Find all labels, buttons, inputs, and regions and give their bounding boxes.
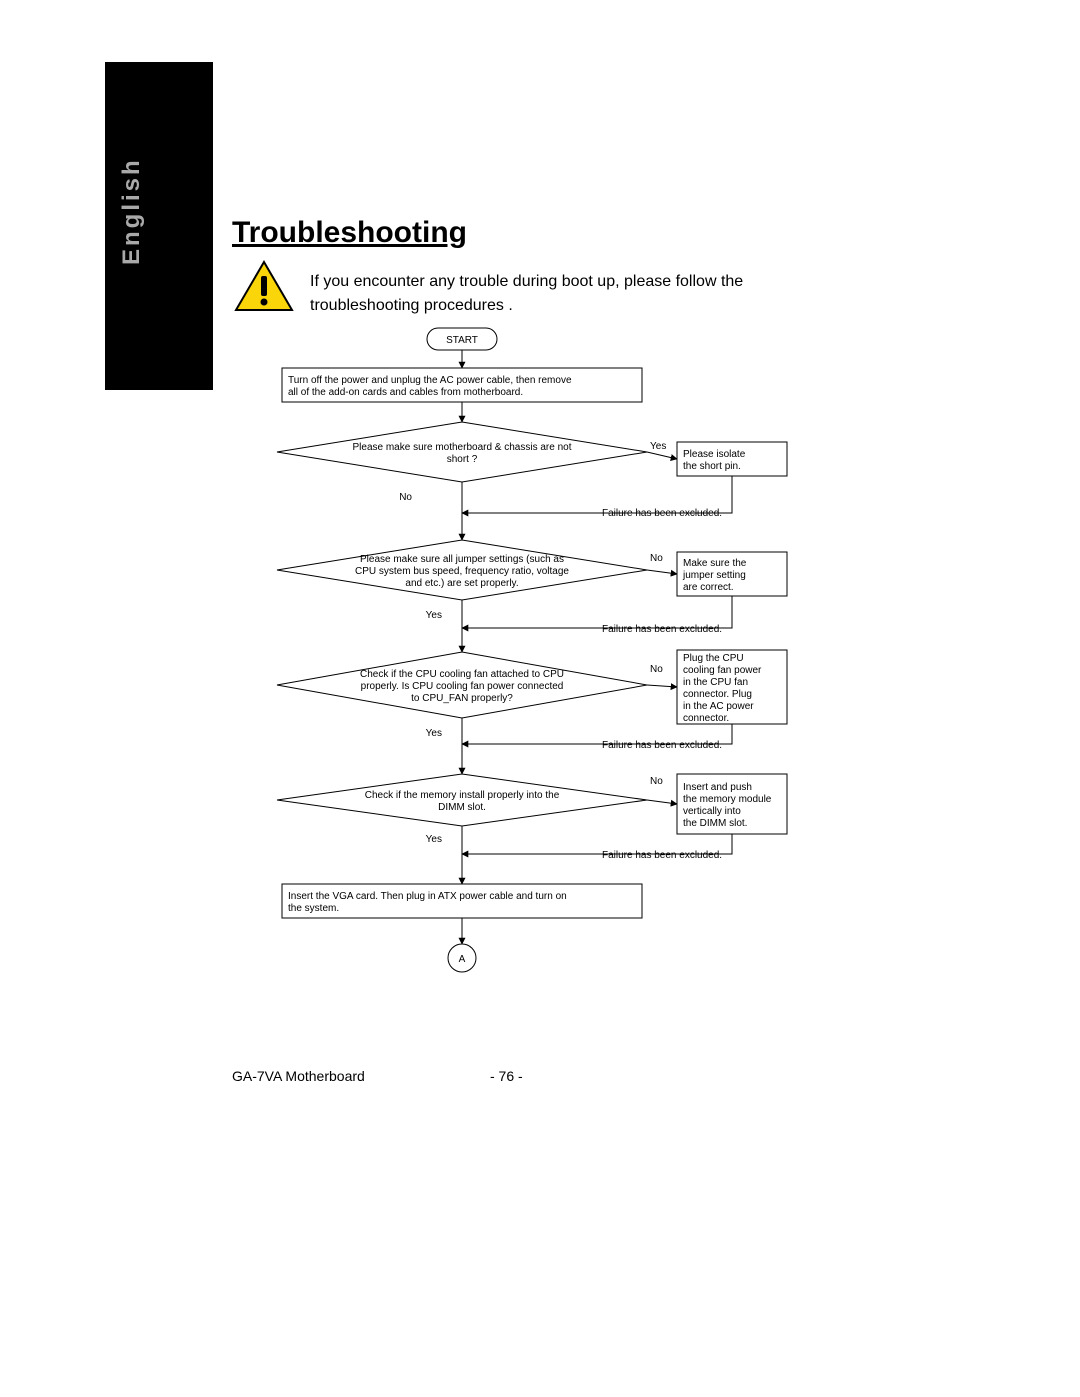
svg-text:Failure has been excluded.: Failure has been excluded.	[602, 740, 722, 751]
svg-text:Failure has been excluded.: Failure has been excluded.	[602, 624, 722, 635]
svg-text:No: No	[650, 776, 663, 787]
page-title: Troubleshooting	[232, 216, 467, 250]
svg-text:START: START	[446, 335, 478, 346]
warning-icon	[232, 258, 296, 314]
svg-text:A: A	[459, 954, 466, 965]
svg-text:Yes: Yes	[426, 834, 442, 845]
svg-text:Yes: Yes	[426, 610, 442, 621]
sidebar-language-label: English	[118, 157, 146, 265]
svg-text:Please isolatethe short pin.: Please isolatethe short pin.	[683, 449, 746, 472]
svg-text:Failure has been excluded.: Failure has been excluded.	[602, 850, 722, 861]
svg-text:No: No	[399, 492, 412, 503]
svg-text:No: No	[650, 664, 663, 675]
svg-text:No: No	[650, 553, 663, 564]
svg-text:Yes: Yes	[426, 728, 442, 739]
intro-paragraph: If you encounter any trouble during boot…	[310, 270, 830, 318]
svg-text:Yes: Yes	[650, 441, 666, 452]
troubleshooting-flowchart: Yes No Failure has been excluded. No Yes Fail…	[232, 318, 852, 1008]
svg-text:Failure has been excluded.: Failure has been excluded.	[602, 508, 722, 519]
footer-page-number: - 76 -	[490, 1068, 523, 1084]
footer-product: GA-7VA Motherboard	[232, 1068, 365, 1084]
